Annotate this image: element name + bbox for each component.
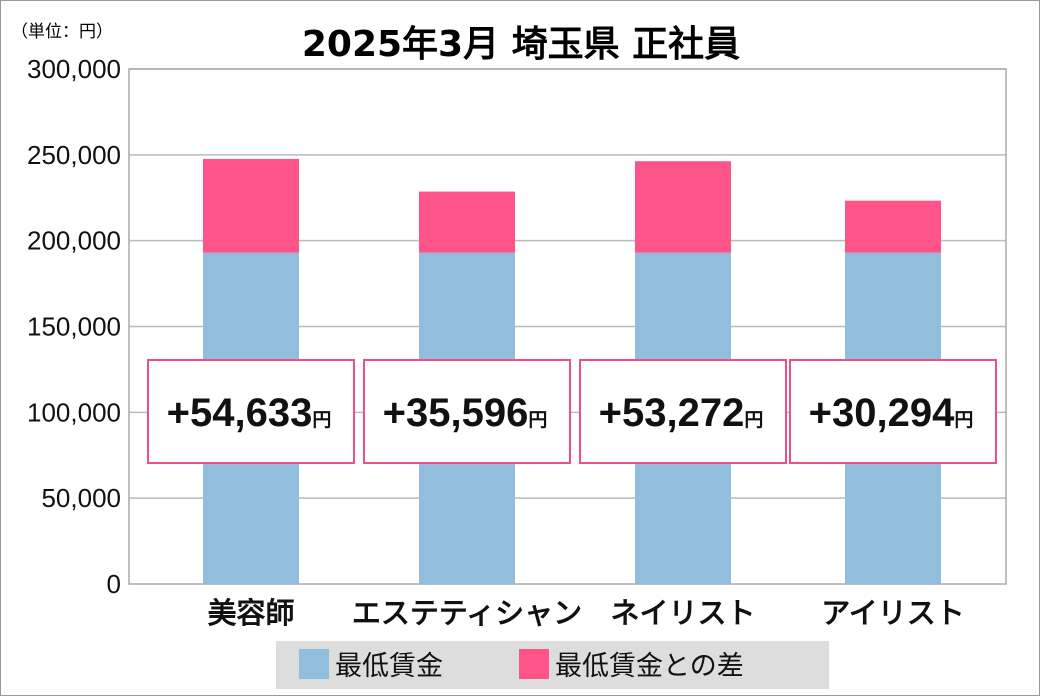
- legend-label: 最低賃金: [335, 651, 443, 682]
- yen-suffix: 円: [744, 410, 763, 431]
- category-label: エステティシャン: [352, 596, 582, 630]
- y-tick-label: 250,000: [27, 140, 121, 170]
- legend: [276, 641, 829, 689]
- data-label: +35,596円: [383, 391, 548, 435]
- category-label: ネイリスト: [610, 596, 755, 630]
- data-label-box: [363, 359, 571, 464]
- bar-difference: [635, 161, 731, 253]
- category-label: 美容師: [207, 596, 294, 630]
- data-label-box: [579, 359, 787, 464]
- bar-difference: [845, 200, 941, 253]
- chart-title: 2025年3月 埼玉県 正社員: [301, 24, 741, 65]
- plot-area: [128, 68, 1007, 585]
- legend-swatch: [519, 649, 549, 679]
- legend-label: 最低賃金との差: [555, 651, 744, 682]
- data-label: +53,272円: [599, 391, 764, 435]
- yen-suffix: 円: [528, 410, 547, 431]
- data-label: +30,294円: [809, 391, 974, 435]
- data-label: +54,633円: [167, 391, 332, 435]
- unit-label: （単位：円）: [11, 22, 113, 42]
- y-tick-label: 100,000: [27, 397, 121, 427]
- category-label: アイリスト: [821, 596, 965, 630]
- yen-suffix: 円: [312, 410, 331, 431]
- data-label-box: [147, 359, 355, 464]
- y-tick-label: 50,000: [41, 483, 121, 513]
- bar-difference: [203, 158, 299, 253]
- bar-difference: [419, 191, 515, 253]
- data-label-box: [789, 359, 997, 464]
- y-tick-label: 150,000: [27, 312, 121, 342]
- y-tick-label: 200,000: [27, 226, 121, 256]
- yen-suffix: 円: [954, 410, 973, 431]
- y-tick-label: 0: [107, 569, 121, 599]
- legend-swatch: [299, 649, 329, 679]
- y-tick-label: 300,000: [27, 54, 121, 84]
